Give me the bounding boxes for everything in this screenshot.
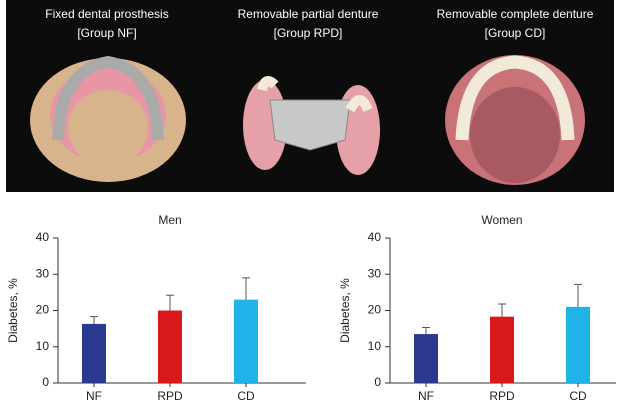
x-tick-label: CD — [237, 389, 255, 403]
y-axis-label: Diabetes, % — [6, 278, 20, 343]
error-bar — [166, 294, 174, 311]
photo-cd — [445, 55, 585, 185]
bar — [234, 299, 258, 383]
photo-group: [Group RPD] — [274, 26, 343, 40]
photo-nf — [30, 55, 186, 182]
y-tick-label: 20 — [368, 303, 382, 317]
y-tick-label: 0 — [374, 375, 381, 389]
y-axis-label: Diabetes, % — [338, 278, 352, 343]
x-tick-label: NF — [86, 389, 102, 403]
y-tick-label: 10 — [36, 339, 50, 353]
bar — [490, 316, 514, 383]
y-tick-label: 40 — [36, 230, 50, 244]
y-tick-label: 30 — [36, 266, 50, 280]
y-tick-label: 20 — [36, 303, 50, 317]
error-bar — [242, 277, 250, 300]
x-tick-label: RPD — [489, 389, 515, 403]
error-bar — [498, 303, 506, 317]
photo-group: [Group CD] — [485, 26, 546, 40]
chart-title: Women — [481, 213, 522, 227]
photo-group: [Group NF] — [77, 26, 136, 40]
y-tick-label: 0 — [42, 375, 49, 389]
x-tick-label: CD — [569, 389, 587, 403]
y-tick-label: 10 — [368, 339, 382, 353]
bar — [158, 310, 182, 383]
photo-caption: Removable complete denture — [437, 7, 594, 21]
y-tick-label: 40 — [368, 230, 382, 244]
bar — [566, 306, 590, 383]
bar — [82, 323, 106, 383]
x-tick-label: RPD — [157, 389, 183, 403]
error-bar — [422, 327, 430, 335]
y-tick-label: 30 — [368, 266, 382, 280]
photo-caption: Removable partial denture — [238, 7, 379, 21]
error-bar — [90, 316, 98, 324]
bar — [414, 334, 438, 383]
x-tick-label: NF — [418, 389, 434, 403]
error-bar — [574, 283, 582, 307]
photo-rpd — [243, 76, 380, 175]
chart-title: Men — [158, 213, 181, 227]
photo-caption: Fixed dental prosthesis — [45, 7, 168, 21]
